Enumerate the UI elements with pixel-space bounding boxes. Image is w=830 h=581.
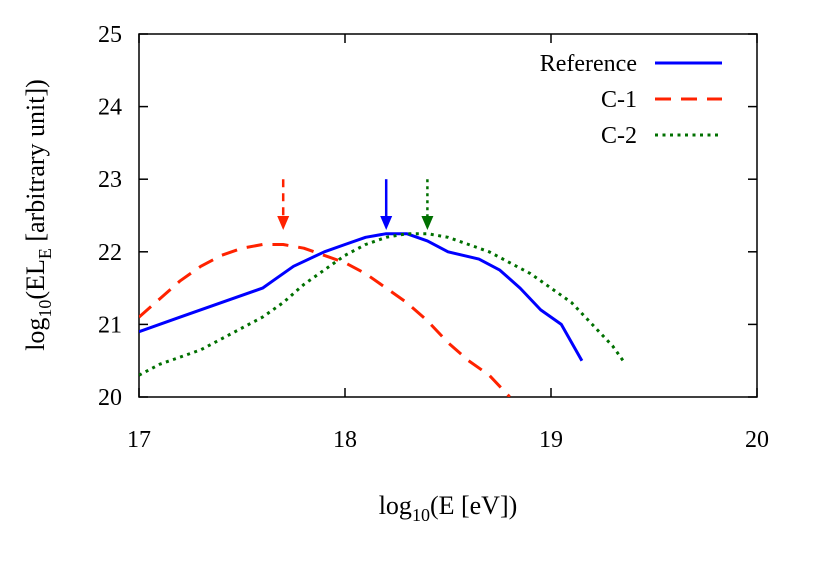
peak-arrow-reference-head [380,216,393,231]
y-tick-label: 21 [98,312,122,338]
tick-labels: 17 18 19 20 20 21 22 23 24 25 [98,22,769,453]
peak-arrow-c-1 [277,179,290,231]
y-tick-label: 20 [98,385,122,411]
legend-label-reference: Reference [540,51,637,77]
axis-ticks [138,33,758,398]
y-tick-label: 23 [98,167,122,193]
y-tick-label: 24 [98,95,122,121]
legend-label-c-2: C-2 [601,123,637,149]
x-axis-label: log10(E [eV]) [379,491,518,525]
x-tick-label: 19 [539,427,563,453]
y-tick-label: 22 [98,240,122,266]
peak-arrows [277,179,434,231]
legend-label-c-1: C-1 [601,87,637,113]
peak-arrow-c-1-head [277,216,290,231]
y-tick-label: 25 [98,22,122,48]
series-line-c-2 [139,232,625,377]
series-line-reference [139,232,584,362]
peak-arrow-c-2 [421,179,434,231]
x-tick-label: 18 [333,427,357,453]
plot-frame [138,33,758,398]
y-axis-label: log10(ELE [arbitrary unit]) [21,79,55,351]
series-line-c-1 [139,243,511,397]
peak-arrow-reference [380,179,393,231]
x-tick-label: 17 [127,427,151,453]
peak-arrow-c-2-head [421,216,434,231]
legend: Reference C-1 C-2 [540,51,722,149]
x-tick-label: 20 [745,427,769,453]
series-layer [139,232,625,397]
